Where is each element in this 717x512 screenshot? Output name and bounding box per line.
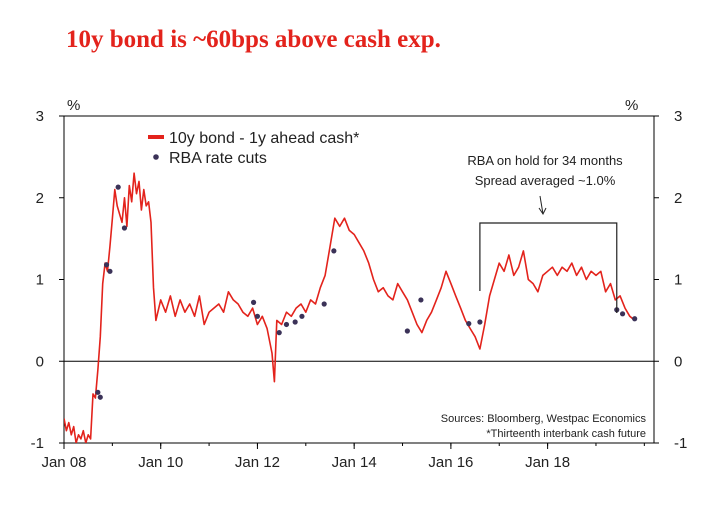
hold-bracket xyxy=(479,195,618,313)
source-note: Sources: Bloomberg, Westpac Economics xyxy=(441,413,647,425)
rate-cut-point xyxy=(283,321,290,328)
rate-cut-point xyxy=(404,328,410,334)
annotation-hold: RBA on hold for 34 months xyxy=(467,153,623,168)
axes xyxy=(59,115,659,449)
rate-cut-point xyxy=(103,262,110,268)
legend-marker-swatch xyxy=(153,154,159,160)
rate-cut-point xyxy=(276,330,282,336)
y-tick-label-left: 3 xyxy=(36,108,44,125)
rate-cut-markers xyxy=(95,184,638,400)
rate-cut-point xyxy=(292,319,298,325)
legend: 10y bond - 1y ahead cash* RBA rate cuts xyxy=(148,130,359,167)
chart-title: 10y bond is ~60bps above cash exp. xyxy=(66,26,441,53)
legend-label-series: 10y bond - 1y ahead cash* xyxy=(169,130,359,147)
rate-cut-point xyxy=(331,248,337,254)
series-line xyxy=(64,172,636,443)
y-unit-left: % xyxy=(67,97,80,114)
rate-cut-point xyxy=(299,313,305,319)
rate-cut-point xyxy=(466,321,472,327)
y-tick-label-left: -1 xyxy=(31,435,44,452)
annotation-spread: Spread averaged ~1.0% xyxy=(475,173,616,188)
x-tick-label: Jan 12 xyxy=(235,454,280,471)
y-tick-label-left: 2 xyxy=(36,190,44,207)
rate-cut-point xyxy=(321,301,327,307)
x-tick-label: Jan 08 xyxy=(41,454,86,471)
legend-label-markers: RBA rate cuts xyxy=(169,150,267,167)
x-tick-label: Jan 10 xyxy=(138,454,183,471)
footnote: *Thirteenth interbank cash future xyxy=(486,428,646,440)
rate-cut-point xyxy=(107,268,113,274)
x-tick-label: Jan 16 xyxy=(428,454,473,471)
y-tick-label-right: -1 xyxy=(674,435,687,452)
rate-cut-point xyxy=(115,184,121,190)
rate-cut-point xyxy=(95,389,101,395)
y-tick-label-right: 3 xyxy=(674,108,682,125)
rate-cut-point xyxy=(250,299,257,305)
x-tick-label: Jan 18 xyxy=(525,454,570,471)
rate-cut-point xyxy=(97,394,103,400)
hold-bracket-line xyxy=(479,222,618,313)
rate-cut-point xyxy=(418,297,424,303)
y-unit-right: % xyxy=(625,97,638,114)
rate-cut-point xyxy=(254,313,261,319)
tick-labels: -1 -1 0 0 1 1 2 2 3 3% % Jan 08 Jan 10 Jan 12 Jan 14 Ja… xyxy=(31,97,688,471)
annotation-arrow-head xyxy=(538,207,547,215)
y-tick-label-right: 0 xyxy=(674,353,682,370)
annotation-arrow xyxy=(539,195,544,215)
rate-cut-point xyxy=(121,225,128,231)
x-tick-label: Jan 14 xyxy=(332,454,377,471)
rate-cut-point xyxy=(619,311,626,317)
y-tick-label-left: 1 xyxy=(36,272,44,289)
y-tick-label-left: 0 xyxy=(36,353,44,370)
annotations: RBA on hold for 34 months Spread averaged… xyxy=(441,153,647,440)
y-tick-label-right: 2 xyxy=(674,190,682,207)
rate-cut-point xyxy=(632,316,638,322)
series-10y-bond-line xyxy=(64,172,636,443)
y-tick-label-right: 1 xyxy=(674,272,682,289)
rate-cut-point xyxy=(477,319,483,325)
